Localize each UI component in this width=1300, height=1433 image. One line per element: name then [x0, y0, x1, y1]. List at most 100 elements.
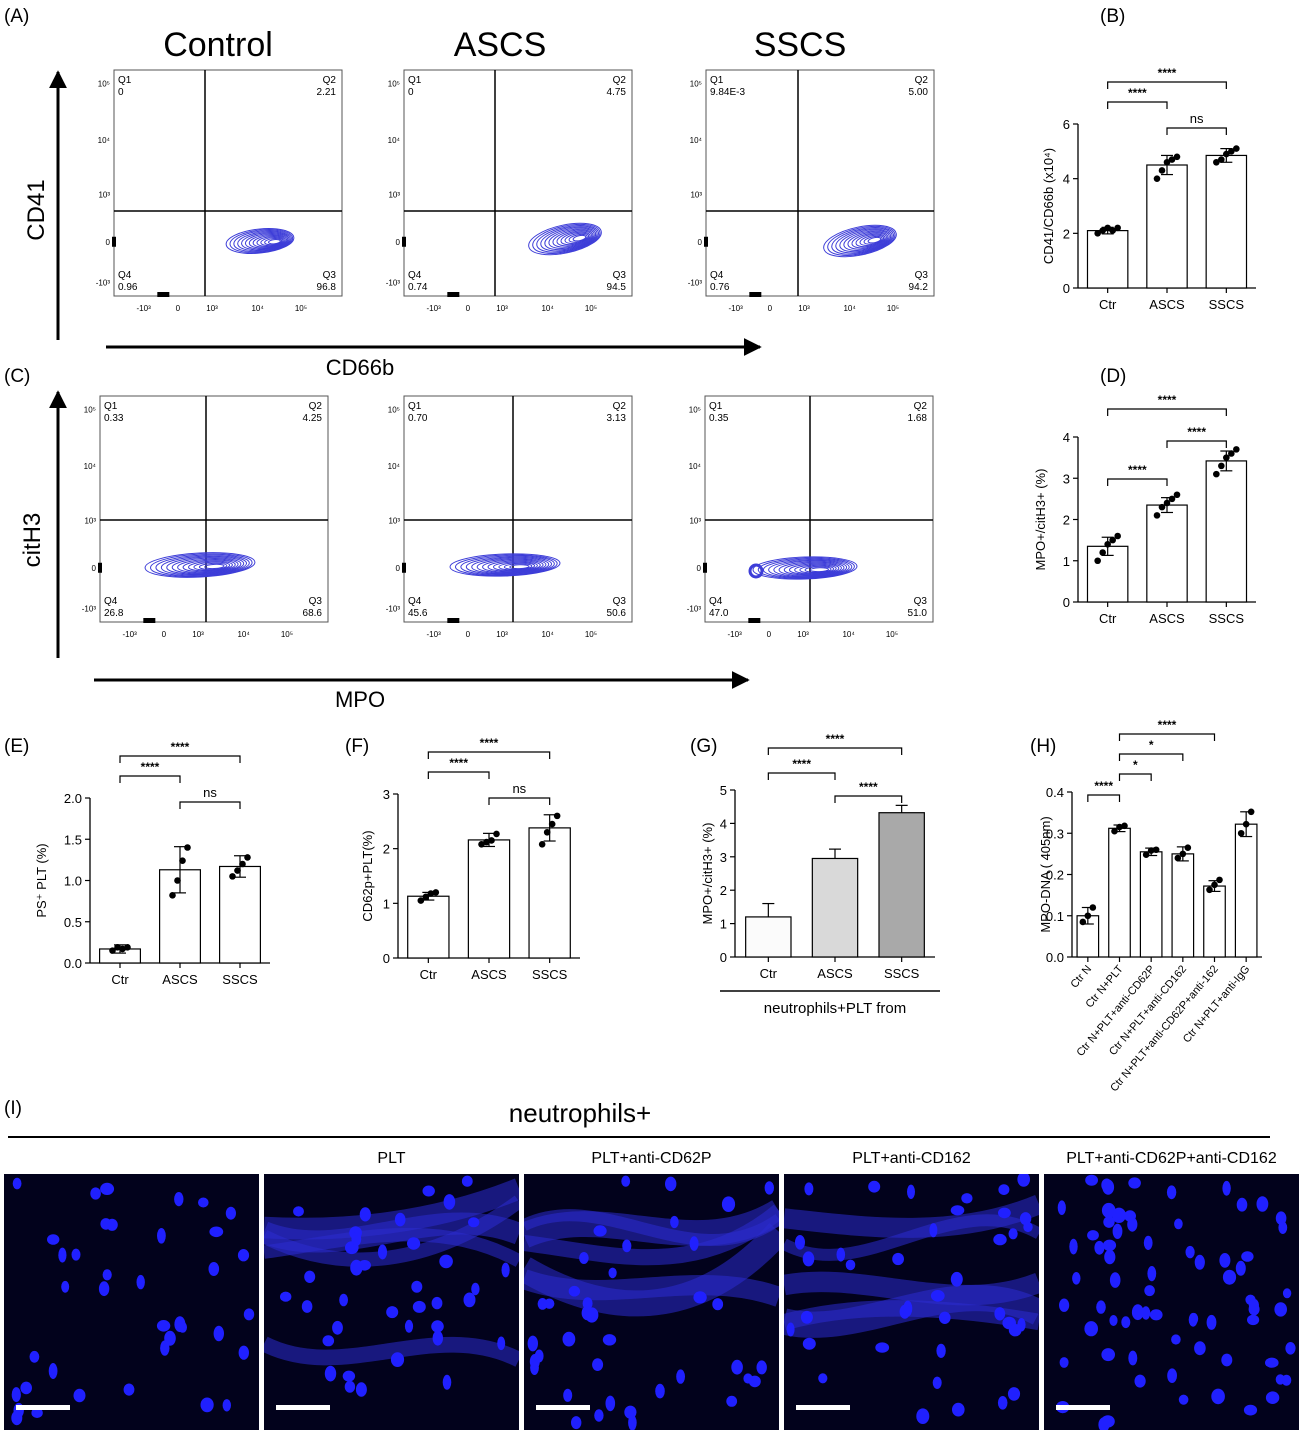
x-tick-label: ASCS [162, 972, 198, 987]
significance-bracket: **** [427, 736, 551, 759]
significance-label: **** [792, 757, 811, 771]
nucleus [1096, 1300, 1106, 1314]
nucleus [1131, 1304, 1144, 1321]
data-point [174, 877, 181, 884]
nucleus [324, 1365, 337, 1382]
nucleus [123, 1383, 135, 1396]
nucleus [993, 1233, 1007, 1246]
flow-tick-label: -10³ [427, 304, 442, 313]
contour-line [773, 560, 848, 577]
nucleus [1102, 1239, 1117, 1251]
flow-tick-label: 10⁵ [887, 304, 899, 313]
plot-frame [99, 395, 329, 623]
nucleus [1241, 1251, 1254, 1262]
net-strand [264, 1227, 519, 1267]
nucleus [332, 1320, 343, 1335]
nucleus [237, 1249, 250, 1262]
quadrant-value: 0.96 [118, 282, 138, 293]
nucleus [712, 1298, 724, 1311]
panel-label: (B) [1100, 6, 1125, 27]
significance-label: **** [826, 732, 845, 746]
nucleus [351, 1232, 362, 1247]
y-tick-label: 1 [1063, 554, 1070, 569]
data-point [493, 830, 500, 838]
contour-line [244, 233, 289, 250]
microscopy-header: neutrophils+ [508, 1098, 652, 1128]
flow-tick-label: 0 [176, 304, 181, 313]
flow-tick-label: 10³ [496, 630, 508, 639]
bracket-line [488, 797, 551, 805]
nucleus [11, 1410, 23, 1426]
y-tick-label: 0.4 [1046, 785, 1064, 800]
nucleus [1008, 1228, 1018, 1240]
y-tick-label: 2 [720, 883, 727, 898]
bracket-line [1107, 101, 1168, 109]
y-tick-label: 2 [383, 842, 390, 857]
scale-bar [16, 1405, 70, 1410]
nucleus [301, 1300, 313, 1313]
data-point [1104, 224, 1111, 232]
nucleus [1007, 1387, 1021, 1401]
nucleus [726, 1395, 738, 1407]
contour-line [757, 557, 855, 579]
flow-tick-label: 10³ [388, 190, 400, 199]
flow-tick-label: -10³ [688, 278, 703, 287]
panel-label-I: (I) [4, 1098, 22, 1119]
nucleus [537, 1298, 548, 1310]
nucleus [579, 1252, 589, 1264]
micrograph-plt-anti-cd62p [524, 1174, 779, 1430]
nucleus [1281, 1374, 1292, 1386]
quadrant-value: 0 [118, 87, 124, 98]
contour-line [465, 556, 553, 575]
nucleus [1124, 1210, 1136, 1222]
x-tick-label: SSCS [532, 967, 568, 982]
y-tick-label: 1 [720, 917, 727, 932]
nucleus [800, 1310, 813, 1324]
significance-bracket: **** [427, 756, 490, 779]
nucleus [1221, 1353, 1233, 1367]
flow-tick-label: 0 [396, 238, 401, 247]
nucleus [594, 1409, 604, 1422]
contour-line [166, 556, 245, 575]
nucleus [689, 1236, 699, 1251]
quadrant-label: Q2 [915, 75, 929, 86]
nucleus [61, 1280, 70, 1293]
nucleus [1194, 1341, 1206, 1356]
data-point [1247, 808, 1255, 816]
flow-tick-label: 10³ [388, 516, 400, 525]
contour-line [532, 223, 601, 254]
x-tick-label: Ctr N [1068, 963, 1094, 990]
data-point [1104, 540, 1111, 548]
data-point [422, 893, 430, 901]
y-tick-label: 1.0 [64, 874, 82, 889]
nucleus [98, 1281, 110, 1297]
nucleus [932, 1376, 942, 1389]
nucleus [1171, 1334, 1181, 1345]
flow-tick-label: 10³ [689, 516, 701, 525]
chart-B: (B) 0 2 4 6 CD41/CD66b (x10⁴) Ctr ASCS SSCS **** n… [1041, 6, 1256, 312]
nucleus [899, 1304, 910, 1319]
nucleus [71, 1248, 81, 1261]
data-point [229, 873, 236, 880]
contour-line [788, 563, 840, 575]
quadrant-value: 0.70 [408, 413, 428, 424]
scale-bar [1056, 1405, 1110, 1410]
nucleus [209, 1226, 224, 1238]
error-bar [762, 902, 775, 917]
nucleus [1274, 1302, 1287, 1317]
data-point [1084, 912, 1092, 920]
y-tick-label: 2 [1063, 513, 1070, 528]
panel-label: (H) [1030, 736, 1056, 757]
significance-bracket: ns [1166, 111, 1227, 135]
contour-line [564, 232, 590, 244]
contour-line [548, 228, 595, 249]
data-point [1173, 491, 1181, 499]
flow-tick-label: 10⁴ [690, 136, 703, 145]
nucleus [1194, 1254, 1205, 1270]
quadrant-label: Q2 [914, 401, 928, 412]
scale-bar [796, 1405, 850, 1410]
y-axis-title: MPO+/citH3+ (%) [1033, 469, 1048, 571]
y-tick-label: 0.2 [1046, 868, 1064, 883]
x-tick-label: ASCS [1149, 297, 1185, 312]
